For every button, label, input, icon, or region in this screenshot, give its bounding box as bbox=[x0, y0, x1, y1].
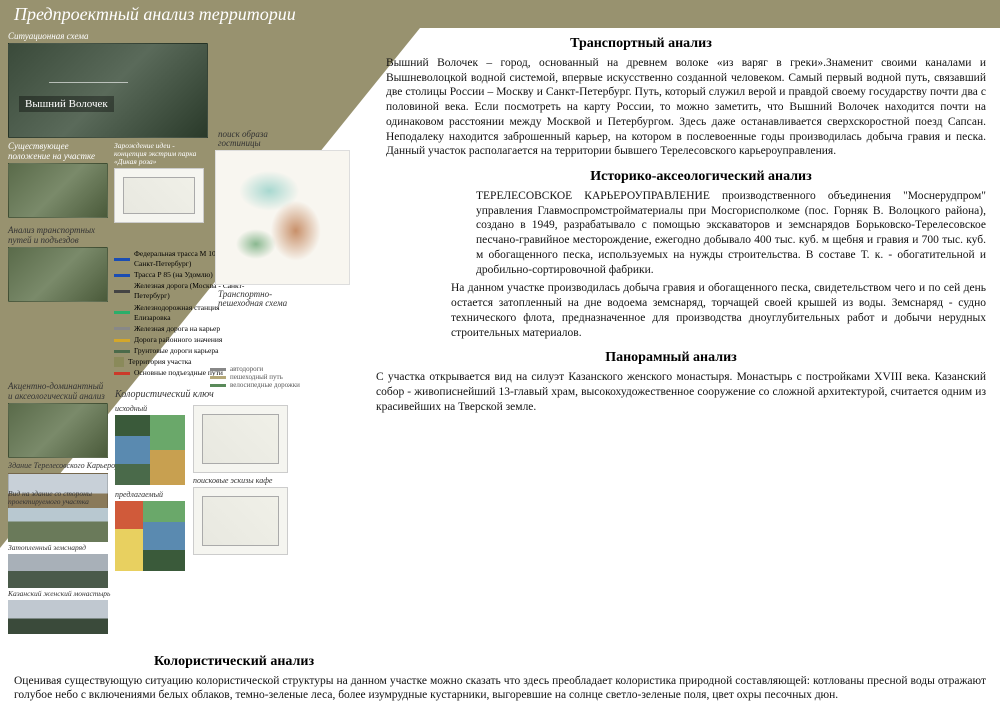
sketch-2 bbox=[193, 487, 288, 555]
transport-scheme-caption: Транспортно-пешеходная схема bbox=[218, 290, 298, 309]
accent-caption: Акцентно-доминантный и аксеологический а… bbox=[8, 382, 108, 401]
view-photo bbox=[8, 508, 108, 542]
color-text: Оценивая существующую ситуацию колористи… bbox=[14, 674, 986, 703]
transport-map bbox=[8, 247, 108, 302]
history-title: Историко-аксеологический анализ bbox=[296, 169, 986, 185]
color-title: Колористический анализ bbox=[14, 654, 986, 670]
idea-sketch bbox=[114, 168, 204, 223]
idea-caption: Зарождение идеи - концепция экстрим парк… bbox=[114, 142, 209, 166]
panorama-title: Панорамный анализ bbox=[296, 350, 986, 366]
color-analysis-section: Колористический анализ Оценивая существу… bbox=[14, 644, 986, 703]
monastery-photo bbox=[8, 600, 108, 634]
original-palette bbox=[115, 415, 185, 485]
color-key-title: Колористический ключ bbox=[115, 390, 315, 401]
color-key-section: Колористический ключ исходный предлагаем… bbox=[115, 390, 315, 571]
flooded-photo bbox=[8, 554, 108, 588]
photo-strip: Вид на здание со стороны проектируемого … bbox=[8, 490, 113, 636]
existing-map bbox=[8, 163, 108, 218]
situational-caption: Ситуационная схема bbox=[8, 32, 268, 41]
transport-title: Транспортный анализ bbox=[296, 36, 986, 52]
panorama-text: С участка открывается вид на силуэт Каза… bbox=[296, 370, 986, 414]
header-bar: Предпроектный анализ территории bbox=[0, 0, 1000, 28]
existing-caption: Существующее положение на участке bbox=[8, 142, 108, 161]
proposed-palette bbox=[115, 501, 185, 571]
transport-pedestrian-scheme bbox=[215, 150, 350, 285]
accent-map bbox=[8, 403, 108, 458]
search-hotel-caption: поиск образа гостиницы bbox=[218, 130, 278, 149]
situational-map: Вышний Волочек bbox=[8, 43, 208, 138]
page-title: Предпроектный анализ территории bbox=[14, 4, 296, 25]
city-label: Вышний Волочек bbox=[19, 96, 114, 112]
history-text-1: ТЕРЕЛЕСОВСКОЕ КАРЬЕРОУПРАВЛЕНИЕ производ… bbox=[296, 189, 986, 277]
main-text: Транспортный анализ Вышний Волочек – гор… bbox=[296, 36, 986, 414]
path-legend: автодороги пешеходный путь велосипедные … bbox=[210, 365, 300, 389]
transport-text: Вышний Волочек – город, основанный на др… bbox=[296, 56, 986, 159]
history-text-2: На данном участке производилась добыча г… bbox=[296, 281, 986, 340]
transport-routes-caption: Анализ транспортных путей и подъездов bbox=[8, 226, 108, 245]
sketch-1 bbox=[193, 405, 288, 473]
